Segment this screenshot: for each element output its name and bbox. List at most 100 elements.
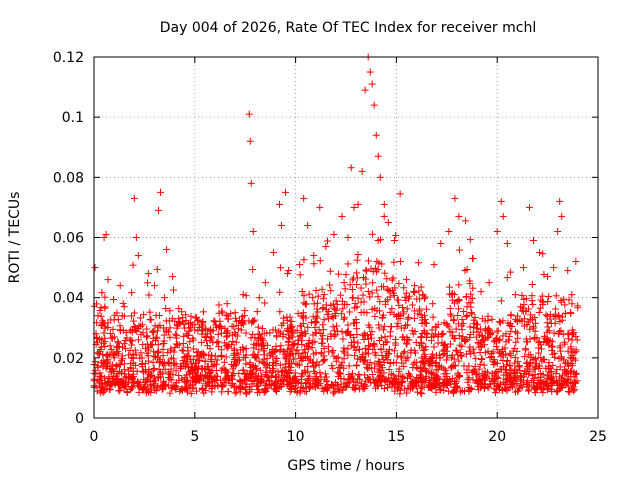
x-tick-label: 5 <box>190 429 199 445</box>
data-point <box>350 203 358 211</box>
x-tick-label: 25 <box>589 429 607 445</box>
data-point <box>132 234 140 241</box>
data-point <box>239 291 247 299</box>
data-point <box>300 194 308 202</box>
data-point <box>511 291 519 299</box>
data-point <box>138 321 146 329</box>
data-point <box>134 252 142 260</box>
data-point <box>249 227 257 235</box>
data-point <box>282 188 290 196</box>
data-point <box>104 276 112 284</box>
y-tick-label: 0.08 <box>53 170 84 186</box>
data-point <box>310 252 318 260</box>
data-point <box>497 197 505 205</box>
data-point <box>366 68 374 76</box>
data-point <box>175 315 183 323</box>
data-point <box>451 194 459 202</box>
data-point <box>554 227 562 235</box>
data-point <box>499 212 507 220</box>
x-tick-label: 20 <box>488 429 506 445</box>
data-point <box>396 258 404 266</box>
axis-ticks: 0 5 10 15 20 25 0 0.02 0.04 0.06 0.08 0.1 0.12 <box>53 50 607 445</box>
data-point <box>102 230 110 238</box>
data-point <box>370 101 378 109</box>
data-point <box>445 227 453 235</box>
x-tick-label: 0 <box>90 429 99 445</box>
data-point <box>155 206 163 214</box>
data-point <box>544 273 552 281</box>
y-tick-label: 0.06 <box>53 231 84 247</box>
data-point <box>330 230 338 238</box>
data-point <box>161 294 169 302</box>
data-point <box>150 282 158 290</box>
data-point <box>361 86 369 94</box>
data-point <box>246 137 254 145</box>
data-point <box>390 237 398 245</box>
data-point <box>120 303 128 311</box>
data-point <box>429 300 437 308</box>
data-point <box>376 173 384 181</box>
data-point <box>572 258 580 266</box>
y-tick-label: 0.02 <box>53 351 84 367</box>
data-point <box>519 264 527 272</box>
data-point <box>130 194 138 202</box>
data-point <box>374 152 382 160</box>
data-point <box>91 264 99 272</box>
y-axis-label: ROTI / TECUs <box>7 192 23 284</box>
data-point <box>157 188 165 196</box>
data-point <box>344 234 352 241</box>
data-point <box>358 167 366 175</box>
data-point <box>564 267 572 275</box>
data-point <box>169 273 177 281</box>
data-point <box>296 261 304 269</box>
data-point <box>338 212 346 220</box>
data-point <box>556 197 564 205</box>
data-point <box>247 179 255 187</box>
y-tick-label: 0 <box>75 411 84 427</box>
data-point <box>485 279 493 287</box>
data-point <box>380 200 388 208</box>
data-point <box>536 249 544 257</box>
data-point <box>372 131 380 139</box>
data-point <box>144 270 152 278</box>
data-point <box>255 294 263 302</box>
data-point <box>316 203 324 211</box>
data-point <box>304 221 312 229</box>
data-point <box>568 291 576 299</box>
x-tick-label: 15 <box>387 429 405 445</box>
y-tick-label: 0.04 <box>53 291 84 307</box>
data-point <box>477 288 485 296</box>
data-point <box>261 279 269 287</box>
data-point <box>269 249 277 257</box>
data-point <box>402 276 410 284</box>
x-tick-label: 10 <box>287 429 305 445</box>
data-point <box>493 227 501 235</box>
data-point <box>558 212 566 220</box>
data-point <box>411 282 419 290</box>
data-point <box>368 80 376 88</box>
data-points <box>90 53 582 398</box>
data-point <box>245 110 253 118</box>
x-axis-label: GPS time / hours <box>287 458 404 474</box>
chart-title: Day 004 of 2026, Rate Of TEC Index for r… <box>160 20 536 36</box>
data-point <box>455 212 463 220</box>
data-point <box>284 270 292 278</box>
data-point <box>529 237 537 245</box>
data-point <box>116 282 124 290</box>
data-point <box>94 312 102 320</box>
data-point <box>322 243 330 251</box>
data-point <box>223 300 231 308</box>
data-point <box>275 200 283 208</box>
data-point <box>106 342 114 350</box>
grid-lines <box>94 57 598 418</box>
data-point <box>550 264 558 272</box>
data-point <box>437 240 445 248</box>
data-point <box>163 246 171 254</box>
data-point <box>525 203 533 211</box>
data-point <box>277 221 285 229</box>
y-tick-label: 0.12 <box>53 50 84 66</box>
y-tick-label: 0.1 <box>62 110 84 126</box>
data-point <box>503 240 511 248</box>
